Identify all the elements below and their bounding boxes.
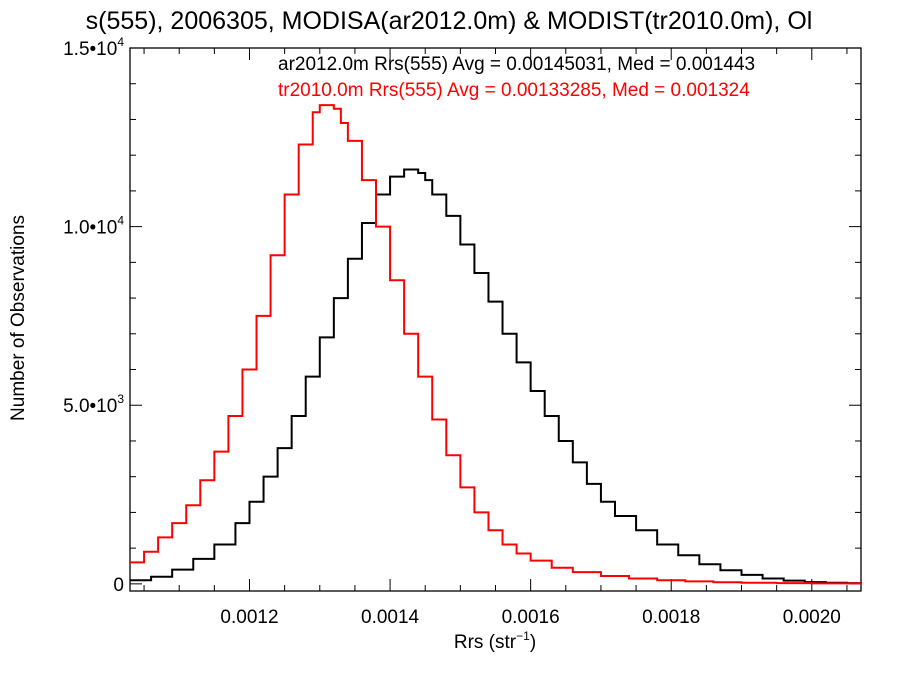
plot-frame (129, 47, 862, 592)
x-tick-labels: 0.0012 0.0014 0.0016 0.0018 0.0020 (220, 607, 840, 628)
legend-entry-tr2010: tr2010.0m Rrs(555) Avg = 0.00133285, Med… (278, 80, 750, 101)
series-lines (130, 104, 862, 585)
y-tick-exponent: 4 (117, 214, 124, 228)
x-tick-label: 0.0012 (220, 607, 278, 628)
axis-ticks (130, 47, 861, 591)
legend-entry-ar2012: ar2012.0m Rrs(555) Avg = 0.00145031, Med… (278, 54, 755, 75)
y-axis-label: Number of Observations (8, 215, 29, 421)
y-tick-mantissa: 1.5•10 (63, 39, 117, 60)
y-tick-exponent: 4 (117, 35, 124, 49)
chart-title: s(555), 2006305, MODISA(ar2012.0m) & MOD… (86, 7, 813, 35)
y-tick-label: 1.5•104 (63, 35, 124, 60)
y-tick-exponent: 3 (117, 392, 124, 406)
x-tick-label: 0.0020 (783, 607, 841, 628)
x-tick-label: 0.0018 (642, 607, 700, 628)
y-tick-label: 5.0•103 (63, 392, 124, 417)
y-tick-mantissa: 0 (113, 575, 124, 596)
x-axis-label-close: ) (530, 632, 536, 653)
y-tick-label: 0 (113, 575, 124, 596)
x-axis-label-text: Rrs (str (454, 632, 517, 653)
x-tick-label: 0.0014 (361, 607, 420, 628)
y-tick-label: 1.0•104 (63, 214, 124, 239)
y-tick-mantissa: 5.0•10 (63, 396, 117, 417)
x-axis-label: Rrs (str−1) (454, 629, 536, 653)
series-line-tr2010 (130, 104, 862, 585)
series-line-ar2012 (130, 168, 862, 585)
x-axis-label-superscript: −1 (516, 629, 530, 643)
x-tick-label: 0.0016 (502, 607, 560, 628)
y-tick-mantissa: 1.0•10 (63, 218, 117, 239)
